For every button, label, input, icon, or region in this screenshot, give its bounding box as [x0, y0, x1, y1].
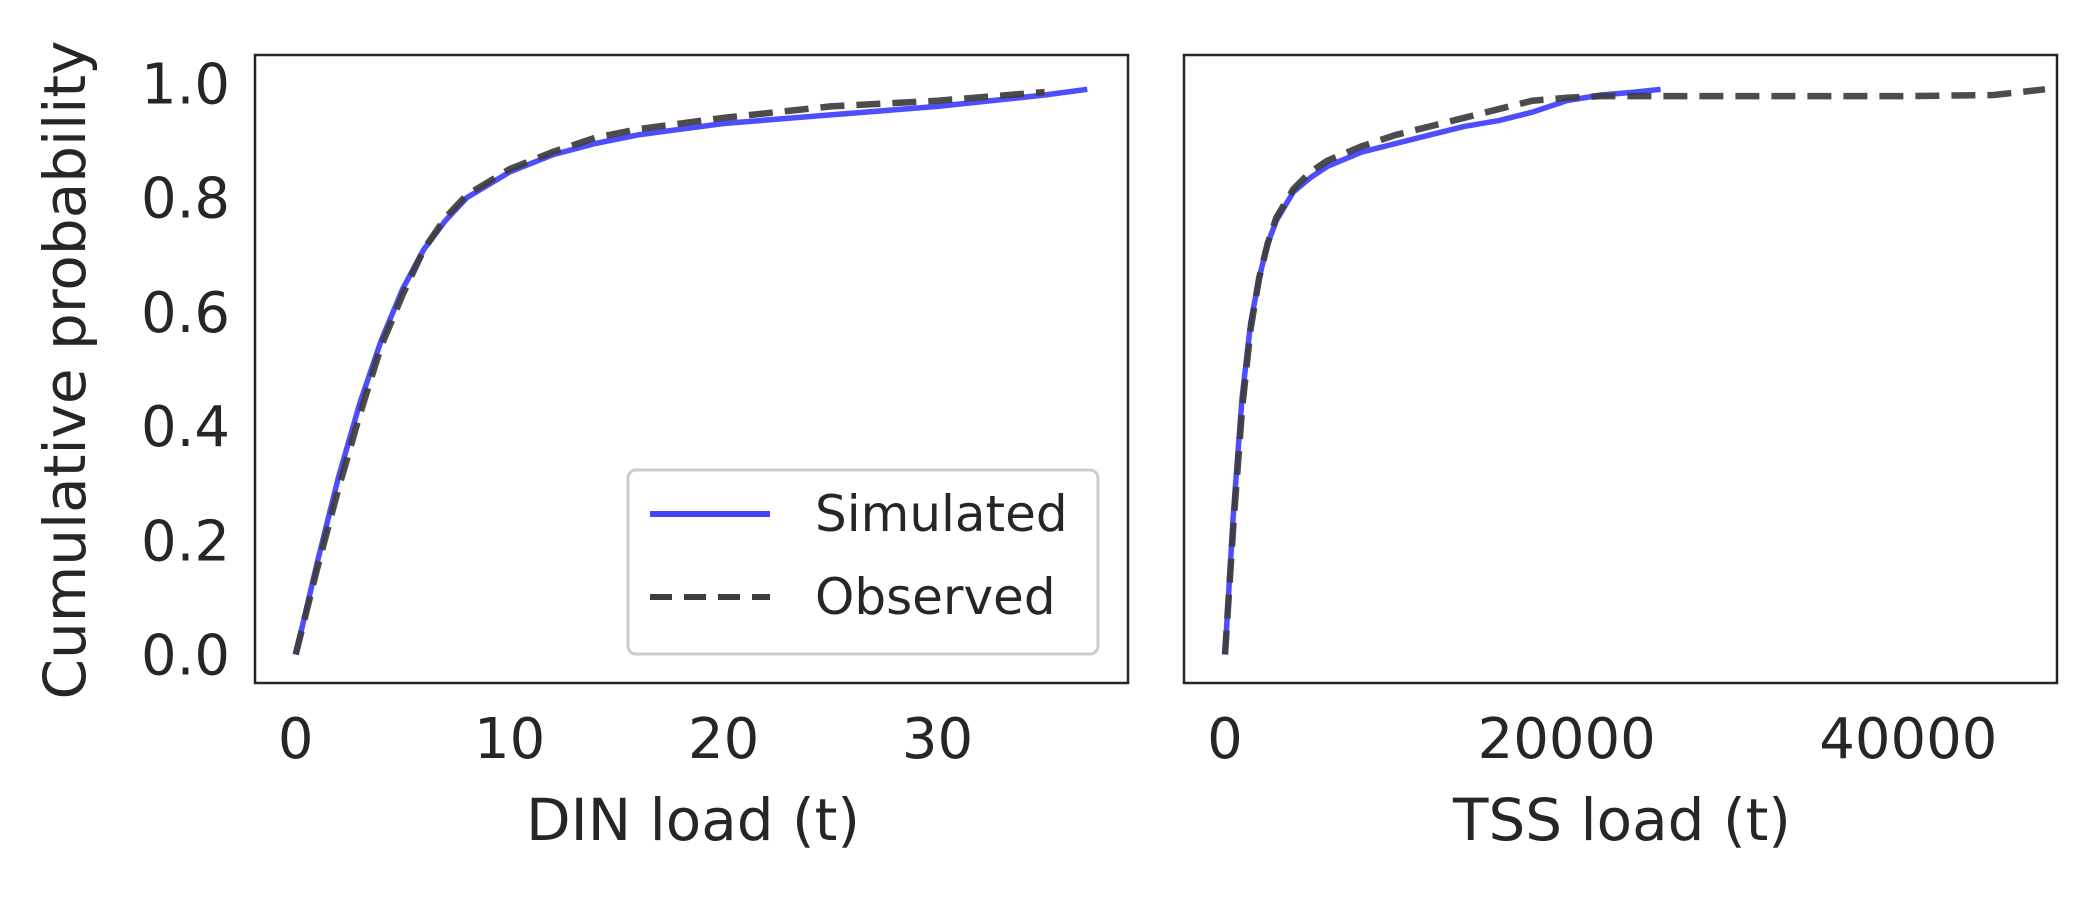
- x-tick-label: 0: [1207, 707, 1243, 772]
- x-tick-label: 40000: [1819, 707, 1997, 772]
- x-axis-label-left: DIN load (t): [526, 786, 860, 854]
- legend-label-simulated: Simulated: [815, 485, 1068, 543]
- series-line-observed-0: [292, 88, 1045, 656]
- y-tick-label: 0.0: [141, 623, 230, 688]
- x-tick-label: 20: [688, 707, 759, 772]
- x-tick-label: 0: [278, 707, 314, 772]
- plot-frame-0: [253, 53, 1130, 685]
- legend: Simulated Observed: [626, 468, 1100, 656]
- panel-tss: 0 20000 40000: [1182, 53, 2059, 772]
- plot-frame-1: [1182, 53, 2059, 685]
- x-tick-label: 20000: [1478, 707, 1656, 772]
- panel-din: 0 10 20 30 0.0 0.2 0.4 0.6 0.8 1.0: [141, 53, 1130, 772]
- x-axis-label-right: TSS load (t): [1452, 786, 1791, 854]
- y-tick-label: 1.0: [141, 53, 230, 118]
- y-tick-label: 0.2: [141, 509, 230, 574]
- y-tick-label: 0.6: [141, 281, 230, 346]
- series-line-simulated-1: [1222, 86, 1661, 655]
- y-tick-label: 0.8: [141, 167, 230, 232]
- y-tick-label: 0.4: [141, 395, 230, 460]
- y-axis-label: Cumulative probability: [31, 41, 99, 700]
- x-tick-label: 30: [902, 707, 973, 772]
- series-line-observed-1: [1221, 86, 2046, 655]
- legend-label-observed: Observed: [815, 568, 1056, 626]
- x-tick-label: 10: [474, 707, 545, 772]
